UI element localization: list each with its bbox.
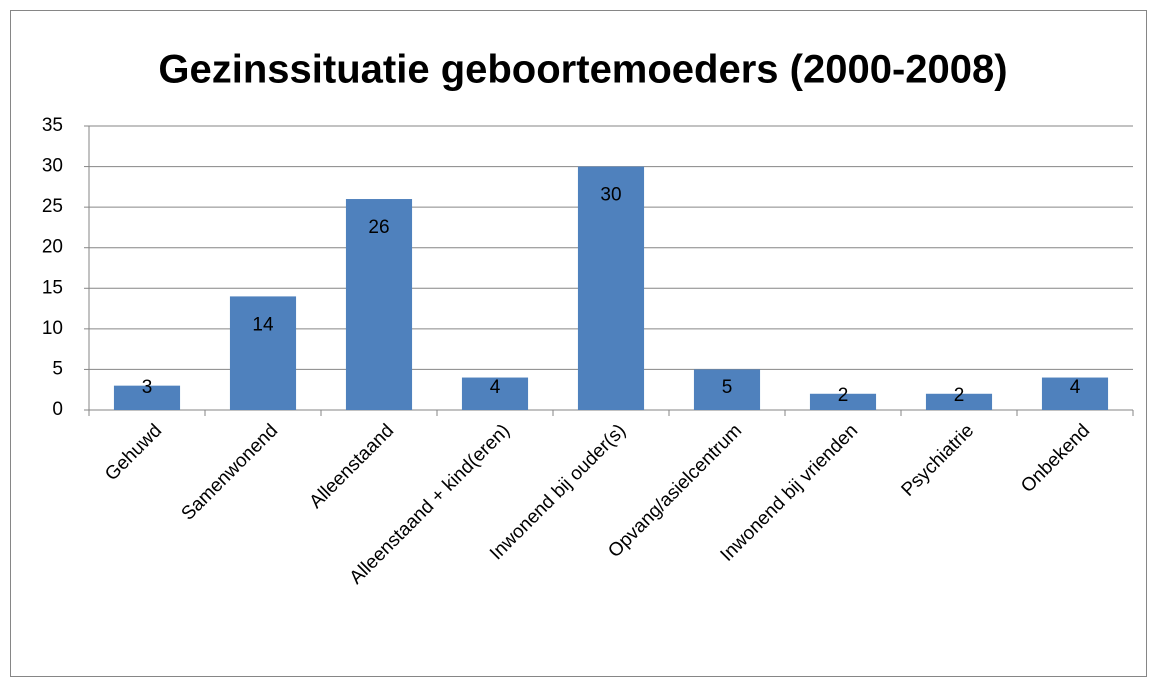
data-label: 30: [600, 185, 621, 206]
y-tick-label: 10: [42, 318, 63, 339]
data-label: 26: [368, 217, 389, 238]
bar: [693, 369, 761, 410]
bar: [113, 385, 181, 410]
data-label: 14: [252, 314, 274, 335]
bar: [229, 296, 297, 410]
y-tick-label: 5: [52, 358, 63, 379]
chart-title: Gezinssituatie geboortemoeders (2000-200…: [158, 48, 1007, 92]
bar: [925, 393, 993, 410]
bar: [1041, 377, 1109, 410]
bar: [461, 377, 529, 410]
y-tick-label: 20: [42, 237, 63, 258]
bar: [809, 393, 877, 410]
y-tick-label: 35: [42, 115, 63, 136]
bar: [345, 199, 413, 410]
data-label: 4: [490, 377, 501, 398]
y-tick-label: 25: [42, 196, 63, 217]
data-label: 4: [1070, 377, 1081, 398]
y-tick-label: 15: [42, 277, 63, 298]
data-label: 2: [838, 385, 849, 406]
data-label: 2: [954, 385, 965, 406]
data-label: 5: [722, 377, 733, 398]
data-label: 3: [142, 377, 153, 398]
y-tick-label: 30: [42, 156, 63, 177]
y-tick-label: 0: [52, 399, 63, 420]
bar: [577, 166, 645, 410]
